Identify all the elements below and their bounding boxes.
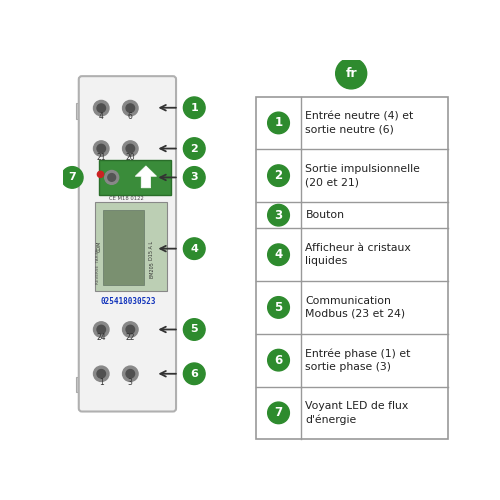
Text: 4: 4 bbox=[99, 112, 103, 122]
Circle shape bbox=[184, 97, 205, 118]
Text: 5: 5 bbox=[274, 301, 282, 314]
Text: 3: 3 bbox=[274, 208, 282, 222]
Text: 7: 7 bbox=[274, 406, 282, 420]
Text: 1: 1 bbox=[274, 116, 282, 130]
Text: fr: fr bbox=[346, 67, 357, 80]
Circle shape bbox=[94, 322, 109, 337]
Circle shape bbox=[268, 165, 289, 186]
Circle shape bbox=[184, 238, 205, 260]
Polygon shape bbox=[136, 166, 156, 188]
Circle shape bbox=[108, 174, 116, 182]
Bar bbox=[96, 202, 167, 291]
Circle shape bbox=[94, 141, 109, 156]
Text: Sortie impulsionnelle
(20 et 21): Sortie impulsionnelle (20 et 21) bbox=[306, 164, 420, 187]
Text: 1: 1 bbox=[190, 102, 198, 113]
Circle shape bbox=[122, 322, 138, 337]
Text: 4: 4 bbox=[190, 244, 198, 254]
Circle shape bbox=[268, 204, 289, 226]
Circle shape bbox=[268, 350, 289, 371]
Text: EM205: EM205 bbox=[150, 262, 155, 278]
Circle shape bbox=[126, 326, 134, 334]
Bar bbox=[100, 160, 171, 194]
Circle shape bbox=[184, 318, 205, 340]
Text: 2: 2 bbox=[190, 144, 198, 154]
Text: Bouton: Bouton bbox=[306, 210, 344, 220]
Text: Entrée phase (1) et
sortie phase (3): Entrée phase (1) et sortie phase (3) bbox=[306, 348, 411, 372]
Circle shape bbox=[62, 166, 83, 188]
Text: 1: 1 bbox=[99, 378, 103, 386]
Text: 24: 24 bbox=[96, 334, 106, 342]
Text: D15 A L: D15 A L bbox=[149, 241, 154, 260]
Text: Voyant LED de flux
d'énergie: Voyant LED de flux d'énergie bbox=[306, 401, 408, 424]
Text: 2: 2 bbox=[274, 169, 282, 182]
Circle shape bbox=[184, 166, 205, 188]
Circle shape bbox=[122, 366, 138, 382]
Text: CE M18 0122: CE M18 0122 bbox=[109, 196, 144, 200]
Text: 6: 6 bbox=[128, 112, 133, 122]
Circle shape bbox=[184, 363, 205, 384]
Text: 3: 3 bbox=[128, 378, 133, 386]
Text: 20: 20 bbox=[126, 152, 135, 162]
Circle shape bbox=[97, 144, 106, 153]
Circle shape bbox=[104, 170, 118, 184]
Circle shape bbox=[268, 296, 289, 318]
Circle shape bbox=[126, 370, 134, 378]
Text: REVERSE  TARIFF: REVERSE TARIFF bbox=[96, 248, 100, 284]
Bar bbox=[103, 210, 144, 285]
Text: 6: 6 bbox=[190, 369, 198, 379]
Text: 22: 22 bbox=[126, 334, 135, 342]
Text: 025418030523: 025418030523 bbox=[100, 297, 156, 306]
Text: 4: 4 bbox=[274, 248, 282, 261]
Circle shape bbox=[122, 100, 138, 116]
Text: COM: COM bbox=[97, 241, 102, 252]
Circle shape bbox=[122, 141, 138, 156]
Text: 6: 6 bbox=[274, 354, 282, 366]
FancyBboxPatch shape bbox=[79, 76, 176, 411]
Text: 3: 3 bbox=[190, 172, 198, 182]
Circle shape bbox=[126, 104, 134, 112]
Circle shape bbox=[184, 138, 205, 160]
Circle shape bbox=[268, 244, 289, 266]
Circle shape bbox=[336, 58, 366, 89]
Bar bbox=[76, 104, 83, 119]
Bar bbox=[76, 376, 83, 392]
Circle shape bbox=[268, 112, 289, 134]
Text: 5: 5 bbox=[190, 324, 198, 334]
Text: 7: 7 bbox=[68, 172, 76, 182]
Circle shape bbox=[94, 366, 109, 382]
Circle shape bbox=[268, 402, 289, 423]
Circle shape bbox=[97, 370, 106, 378]
Circle shape bbox=[126, 144, 134, 153]
Circle shape bbox=[94, 100, 109, 116]
Text: Afficheur à cristaux
liquides: Afficheur à cristaux liquides bbox=[306, 244, 411, 266]
Circle shape bbox=[98, 172, 103, 177]
Bar bbox=[256, 96, 448, 439]
Circle shape bbox=[97, 326, 106, 334]
Text: 21: 21 bbox=[96, 152, 106, 162]
Circle shape bbox=[97, 104, 106, 112]
Text: Entrée neutre (4) et
sortie neutre (6): Entrée neutre (4) et sortie neutre (6) bbox=[306, 112, 414, 134]
Text: Communication
Modbus (23 et 24): Communication Modbus (23 et 24) bbox=[306, 296, 406, 319]
